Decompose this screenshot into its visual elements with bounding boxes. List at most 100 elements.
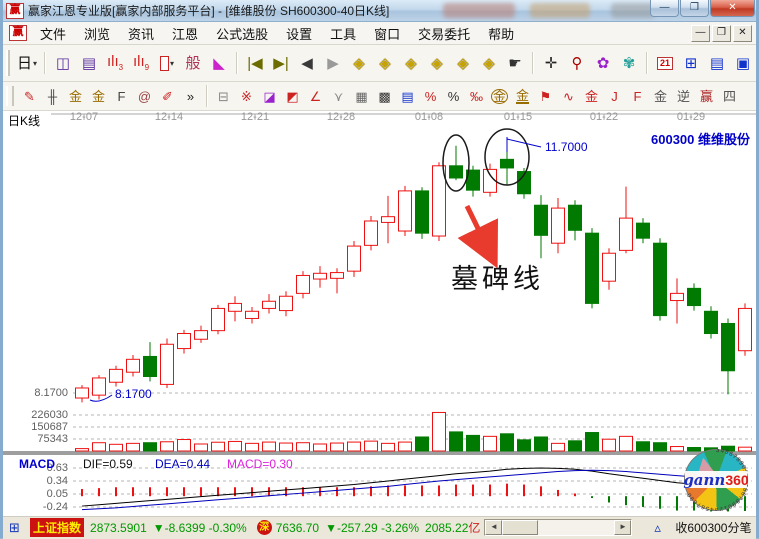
gann-wheel-button-5[interactable]: ◈ — [451, 51, 475, 75]
notes-button[interactable]: ▤ — [705, 51, 729, 75]
kline-chart-canvas[interactable] — [3, 111, 756, 515]
permille-glyph: ‰ — [470, 88, 483, 104]
mdi-close-button[interactable]: ✕ — [733, 25, 752, 42]
candles — [75, 140, 752, 403]
mini-chart-9-icon[interactable]: ılı9 — [129, 51, 153, 75]
calendar-button[interactable]: 21 — [653, 51, 677, 75]
brush-icon[interactable]: ✎ — [19, 86, 40, 106]
spiral-tool-icon[interactable]: @ — [134, 86, 155, 106]
more-tools-button[interactable]: » — [180, 86, 201, 106]
prev-bar-button[interactable]: ◀ — [295, 51, 319, 75]
volume-axis-label: 150687 — [31, 420, 68, 433]
gold2-ray-icon[interactable]: 金 — [650, 86, 671, 106]
color-pattern-icon[interactable]: ◣ — [207, 51, 231, 75]
minimize-button[interactable]: — — [650, 0, 679, 17]
f10-info-icon[interactable]: ▤ — [77, 51, 101, 75]
scroll-thumb[interactable] — [502, 520, 539, 535]
calculator-button[interactable]: ⊞ — [679, 51, 703, 75]
f-ray-icon[interactable]: F — [627, 86, 648, 106]
menu-item-3[interactable]: 江恩 — [172, 26, 199, 42]
stock-formula-icon[interactable]: 般 — [181, 51, 205, 75]
drag-hand-button[interactable]: ☛ — [503, 51, 527, 75]
menu-item-9[interactable]: 帮助 — [488, 26, 515, 42]
tick-chart-icon[interactable]: ▵ — [654, 520, 661, 535]
menu-item-7[interactable]: 窗口 — [374, 26, 401, 42]
marker-flag-icon[interactable]: ⚑ — [535, 86, 556, 106]
pane-separator — [3, 451, 756, 455]
fan-square-icon-2[interactable]: ◩ — [282, 86, 303, 106]
f-grid-icon[interactable]: F — [111, 86, 132, 106]
toolbar-grip[interactable] — [6, 50, 10, 76]
zoom-area-button[interactable]: ⚲ — [565, 51, 589, 75]
percent-retrace-icon[interactable]: % — [420, 86, 441, 106]
menu-item-0[interactable]: 文件 — [40, 26, 67, 42]
fan-rays-icon[interactable]: ※ — [236, 86, 257, 106]
angle-rays-icon[interactable]: ∠ — [305, 86, 326, 106]
wave-tool-icon[interactable]: ∿ — [558, 86, 579, 106]
sh-index-badge[interactable]: 上证指数 — [30, 518, 85, 537]
gann-wheel-button-3-glyph: ◈ — [405, 54, 417, 72]
permille-icon[interactable]: ‰ — [466, 86, 487, 106]
gann-wheel-button-2[interactable]: ◈ — [373, 51, 397, 75]
gann-wheel-button-4[interactable]: ◈ — [425, 51, 449, 75]
v-lines-icon[interactable]: ⋎ — [328, 86, 349, 106]
window-title: 赢家江恩专业版[赢家内部服务平台] - [维维股份 SH600300-40日K线… — [28, 4, 390, 18]
next-bar-button[interactable]: ▶ — [321, 51, 345, 75]
city-grid-icon[interactable]: ▩ — [374, 86, 395, 106]
j-ray-icon[interactable]: J — [604, 86, 625, 106]
crosshair-button[interactable]: ✛ — [539, 51, 563, 75]
menu-item-8[interactable]: 交易委托 — [418, 26, 471, 42]
percent-icon[interactable]: % — [443, 86, 464, 106]
gann-wheel-button-6[interactable]: ◈ — [477, 51, 501, 75]
tick-data-button[interactable]: 收600300分笔 — [675, 521, 752, 535]
gold-lines-icon[interactable]: 金 — [512, 86, 533, 106]
grid-tool-icon[interactable]: ╫ — [42, 86, 63, 106]
sz-index-badge[interactable]: 深 — [256, 520, 272, 535]
fan-square-icon-1[interactable]: ◪ — [259, 86, 280, 106]
mdi-minimize-button[interactable]: — — [691, 25, 710, 42]
kline-chart-region[interactable]: 日K线 600300 维维股份 345678901234567890123456… — [3, 111, 756, 515]
kline-period-button[interactable]: 日 ▾ — [15, 51, 39, 75]
gann-wheel-button-1[interactable]: ◈ — [347, 51, 371, 75]
analysis-cloud-icon[interactable]: ✾ — [617, 51, 641, 75]
chart-type-button[interactable]: ▾ — [155, 51, 179, 75]
gold-ray-icon[interactable]: 金 — [581, 86, 602, 106]
mdi-window-controls: — ❐ ✕ — [689, 25, 752, 42]
last-bar-button[interactable]: ▶| — [269, 51, 293, 75]
low-annotation-label: 8.1700 — [115, 387, 152, 401]
range-box-icon[interactable]: ⊟ — [213, 86, 234, 106]
quote-grid-icon[interactable]: ⊞ — [9, 520, 20, 535]
close-button[interactable]: ✕ — [710, 0, 755, 17]
menu-item-5[interactable]: 设置 — [286, 26, 313, 42]
menu-item-4[interactable]: 公式选股 — [216, 26, 269, 42]
si-ray-icon[interactable]: 四 — [719, 86, 740, 106]
ni-ray-icon[interactable]: 逆 — [673, 86, 694, 106]
gold-grid-icon-2[interactable]: 金 — [88, 86, 109, 106]
gann-tools-icon[interactable]: ✿ — [591, 51, 615, 75]
measure-tool-icon[interactable]: ✐ — [157, 86, 178, 106]
gann-wheel-button-3[interactable]: ◈ — [399, 51, 423, 75]
menu-item-6[interactable]: 工具 — [330, 26, 357, 42]
gold-circle-icon[interactable]: 金 — [489, 86, 510, 106]
grid-fill-icon[interactable]: ▦ — [351, 86, 372, 106]
sh-index-change: ▼-8.6399 -0.30% — [152, 520, 247, 535]
gold-grid-icon-1[interactable]: 金 — [65, 86, 86, 106]
save-button[interactable]: ▣ — [731, 51, 755, 75]
scroll-left-arrow[interactable]: ◄ — [485, 520, 503, 535]
first-bar-button[interactable]: |◀ — [243, 51, 267, 75]
scroll-right-arrow[interactable]: ► — [614, 520, 632, 535]
date-tick-label: 12-28 — [326, 111, 356, 123]
menu-item-1[interactable]: 浏览 — [84, 26, 111, 42]
status-scrollbar[interactable]: ◄ ► — [484, 519, 633, 536]
si-ray-glyph: 四 — [722, 88, 736, 104]
toolbar-grip-2[interactable] — [6, 86, 14, 106]
mini-chart-3-icon[interactable]: ılı3 — [103, 51, 127, 75]
bars-scale-icon[interactable]: ▤ — [397, 86, 418, 106]
menu-bar: 赢 文件 浏览 资讯 江恩 公式选股 设置 工具 窗口 交易委托 帮助 — ❐ ✕ — [3, 22, 756, 45]
mdi-restore-button[interactable]: ❐ — [712, 25, 731, 42]
menu-item-2[interactable]: 资讯 — [128, 26, 155, 42]
ying-ray-icon[interactable]: 赢 — [696, 86, 717, 106]
maximize-button[interactable]: ❐ — [680, 0, 709, 17]
market-overview-icon[interactable]: ◫ — [51, 51, 75, 75]
